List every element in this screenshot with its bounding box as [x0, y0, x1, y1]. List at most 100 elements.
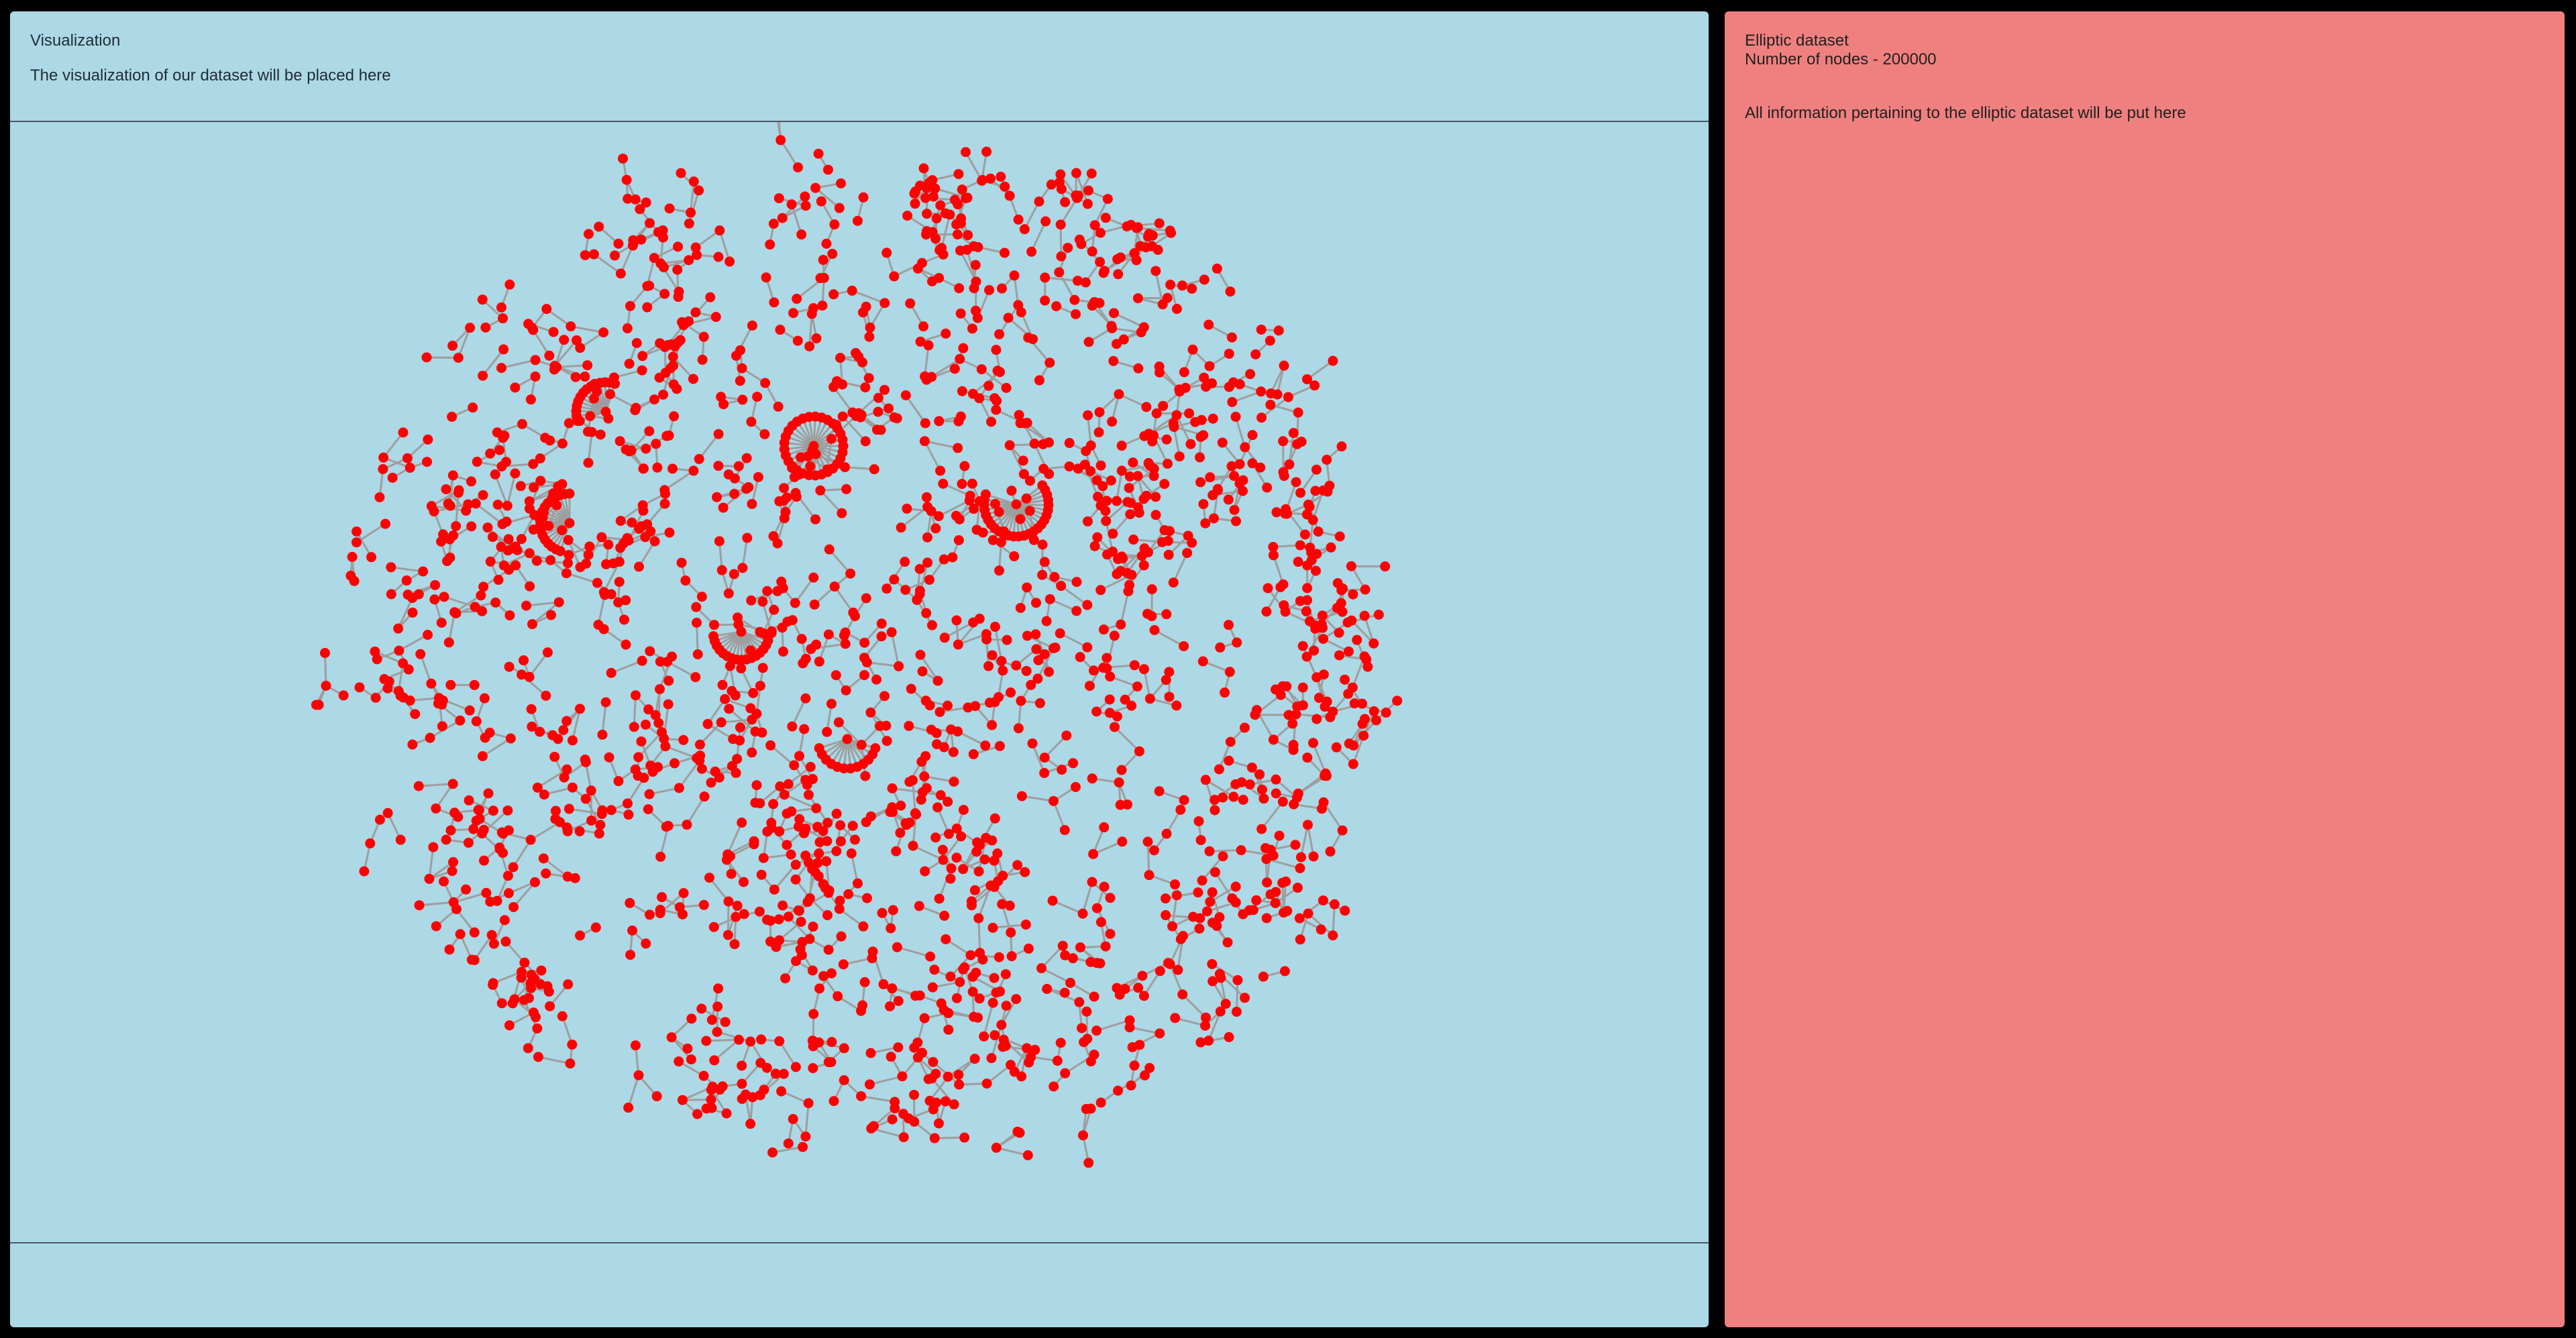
graph-node[interactable]	[1311, 464, 1322, 475]
graph-node[interactable]	[987, 720, 998, 730]
graph-node[interactable]	[955, 245, 965, 256]
graph-node[interactable]	[1177, 280, 1187, 291]
graph-node[interactable]	[688, 374, 698, 384]
graph-node[interactable]	[985, 173, 996, 184]
graph-node[interactable]	[691, 602, 702, 612]
graph-node[interactable]	[492, 427, 502, 438]
graph-node[interactable]	[938, 854, 949, 865]
graph-node[interactable]	[768, 799, 779, 810]
graph-node[interactable]	[1087, 246, 1097, 257]
graph-node[interactable]	[1060, 1068, 1071, 1078]
graph-node[interactable]	[1240, 993, 1250, 1003]
graph-node[interactable]	[856, 1091, 867, 1101]
graph-node[interactable]	[981, 146, 992, 157]
graph-node[interactable]	[615, 268, 626, 279]
graph-node[interactable]	[816, 196, 826, 207]
graph-node[interactable]	[441, 484, 451, 494]
graph-node[interactable]	[596, 532, 607, 543]
graph-node[interactable]	[929, 964, 940, 975]
graph-node[interactable]	[1200, 1012, 1211, 1023]
graph-node[interactable]	[563, 535, 574, 545]
graph-node[interactable]	[837, 411, 848, 422]
graph-node[interactable]	[731, 911, 741, 922]
graph-node[interactable]	[722, 930, 733, 940]
graph-node[interactable]	[1070, 309, 1081, 319]
graph-node[interactable]	[930, 523, 941, 534]
graph-node[interactable]	[543, 987, 554, 997]
graph-node[interactable]	[713, 252, 724, 262]
graph-node[interactable]	[922, 502, 933, 512]
graph-node[interactable]	[402, 590, 413, 600]
graph-node[interactable]	[1185, 439, 1196, 449]
graph-node[interactable]	[1224, 382, 1234, 392]
graph-node[interactable]	[1302, 752, 1313, 763]
graph-node[interactable]	[1193, 887, 1203, 898]
graph-node[interactable]	[766, 626, 777, 636]
graph-node[interactable]	[593, 620, 604, 630]
graph-node[interactable]	[780, 973, 791, 984]
graph-node[interactable]	[1163, 958, 1173, 968]
graph-node[interactable]	[630, 764, 641, 775]
graph-node[interactable]	[644, 280, 655, 291]
graph-node[interactable]	[807, 965, 818, 976]
graph-node[interactable]	[809, 599, 820, 610]
graph-node[interactable]	[786, 806, 797, 817]
graph-node[interactable]	[804, 341, 815, 351]
graph-node[interactable]	[1310, 486, 1321, 496]
graph-node[interactable]	[955, 411, 966, 422]
graph-node[interactable]	[503, 888, 514, 899]
graph-node[interactable]	[1021, 665, 1032, 676]
graph-node[interactable]	[463, 499, 474, 510]
graph-node[interactable]	[387, 472, 398, 483]
graph-node[interactable]	[1113, 1085, 1124, 1096]
graph-node[interactable]	[1107, 416, 1118, 427]
graph-node[interactable]	[710, 312, 721, 323]
graph-node[interactable]	[713, 461, 724, 471]
graph-node[interactable]	[790, 1062, 801, 1072]
graph-node[interactable]	[938, 742, 949, 752]
graph-node[interactable]	[910, 808, 920, 819]
graph-node[interactable]	[1346, 561, 1356, 571]
graph-node[interactable]	[678, 734, 689, 745]
graph-node[interactable]	[1124, 483, 1134, 494]
graph-node[interactable]	[347, 551, 358, 562]
graph-node[interactable]	[984, 285, 995, 296]
graph-node[interactable]	[437, 699, 447, 710]
graph-node[interactable]	[920, 418, 930, 429]
graph-node[interactable]	[613, 238, 624, 249]
graph-node[interactable]	[1336, 585, 1347, 596]
graph-node[interactable]	[1032, 673, 1043, 684]
graph-node[interactable]	[575, 562, 586, 573]
graph-node[interactable]	[1157, 537, 1167, 547]
graph-node[interactable]	[594, 828, 604, 839]
graph-node[interactable]	[823, 1057, 834, 1068]
graph-node[interactable]	[706, 1015, 717, 1025]
graph-node[interactable]	[504, 279, 515, 290]
graph-node[interactable]	[796, 634, 807, 645]
graph-node[interactable]	[762, 826, 773, 837]
graph-node[interactable]	[669, 341, 680, 352]
graph-node[interactable]	[724, 704, 735, 714]
graph-node[interactable]	[1099, 822, 1110, 833]
graph-node[interactable]	[1167, 921, 1178, 932]
graph-node[interactable]	[561, 764, 572, 775]
graph-node[interactable]	[1013, 300, 1024, 311]
graph-node[interactable]	[525, 581, 535, 592]
graph-node[interactable]	[625, 300, 635, 311]
graph-node[interactable]	[943, 1071, 953, 1082]
graph-node[interactable]	[584, 541, 595, 552]
graph-node[interactable]	[1373, 609, 1384, 620]
graph-node[interactable]	[655, 851, 666, 862]
graph-node[interactable]	[1082, 516, 1093, 526]
graph-node[interactable]	[733, 1034, 744, 1045]
graph-node[interactable]	[643, 804, 653, 815]
graph-node[interactable]	[1133, 363, 1144, 374]
graph-node[interactable]	[680, 575, 691, 586]
graph-node[interactable]	[553, 481, 564, 492]
graph-node[interactable]	[949, 776, 959, 787]
graph-node[interactable]	[1380, 561, 1391, 572]
graph-node[interactable]	[1142, 608, 1152, 619]
graph-node[interactable]	[1011, 660, 1022, 671]
graph-node[interactable]	[741, 453, 752, 463]
graph-node[interactable]	[1020, 867, 1030, 877]
